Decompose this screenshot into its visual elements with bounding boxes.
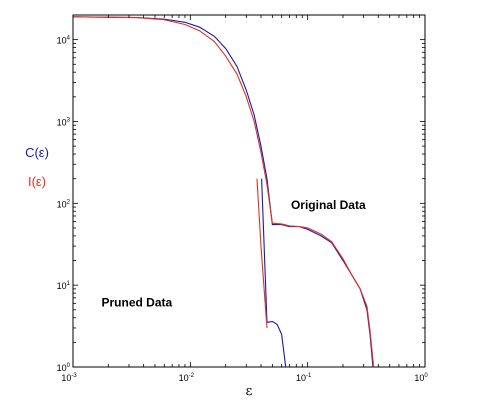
x-axis-label: ε <box>246 384 253 399</box>
annotation-1: Pruned Data <box>101 295 172 309</box>
annotations-layer: Original Data Pruned Data <box>101 198 366 309</box>
series-line-3 <box>256 178 268 328</box>
y-axis-label-0: C(ε) <box>25 145 49 160</box>
x-tick-label: 10-2 <box>179 373 195 383</box>
series-line-2 <box>261 178 287 368</box>
x-axis: 10-3 10-2 10-1 100 <box>61 15 428 383</box>
y-tick-label: 101 <box>57 281 71 291</box>
y-tick-label: 100 <box>57 363 71 373</box>
annotation-0: Original Data <box>291 198 366 212</box>
y-axis: 100 101 102 103 104 <box>57 14 425 373</box>
y-tick-label: 102 <box>57 199 71 209</box>
y-axis-label-1: I(ε) <box>28 174 46 189</box>
series-line-1 <box>72 16 375 368</box>
axis-labels: ε C(ε) I(ε) <box>25 145 253 399</box>
plot-frame <box>72 14 426 368</box>
plot-area <box>72 14 426 368</box>
x-tick-label: 100 <box>414 373 428 383</box>
x-tick-label: 10-3 <box>61 373 77 383</box>
y-tick-label: 104 <box>57 36 71 46</box>
x-tick-label: 10-1 <box>296 373 312 383</box>
series-layer <box>72 16 375 368</box>
y-tick-label: 103 <box>57 117 71 127</box>
